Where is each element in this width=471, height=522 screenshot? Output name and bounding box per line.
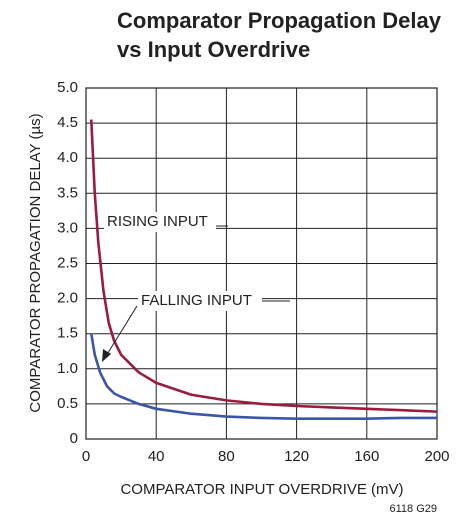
label-background [104,212,216,232]
y-tick-label: 1.0 [57,360,78,377]
y-tick-label: 0.5 [57,395,78,412]
y-tick-label: 5.0 [57,79,78,96]
figure-note: 6118 G29 [389,503,437,515]
y-tick-label: 2.5 [57,254,78,271]
plot-frame [85,87,438,440]
data-line [89,119,438,413]
y-tick-label: 0 [70,430,78,447]
x-tick-label: 80 [218,448,235,465]
y-tick-label: 2.0 [57,290,78,307]
x-tick-label: 40 [148,448,165,465]
y-axis-label: COMPARATOR PROPAGATION DELAY (µs) [27,113,44,412]
y-tick-label: 4.5 [57,114,78,131]
x-axis-label: COMPARATOR INPUT OVERDRIVE (mV) [120,481,403,498]
series-label: RISING INPUT [107,213,208,230]
arrow-line [105,305,138,357]
x-tick-label: 120 [284,448,309,465]
y-tick-label: 4.0 [57,149,78,166]
y-tick-label: 1.5 [57,325,78,342]
x-tick-label: 200 [424,448,449,465]
arrow-head [102,349,111,362]
x-tick-label: 160 [354,448,379,465]
label-background [138,291,262,311]
x-tick-label: 0 [82,448,90,465]
series-label: FALLING INPUT [141,292,252,309]
chart-title: Comparator Propagation Delay [117,8,442,33]
y-tick-label: 3.0 [57,219,78,236]
data-line [89,333,437,420]
chart-title: vs Input Overdrive [117,37,310,62]
y-tick-label: 3.5 [57,184,78,201]
